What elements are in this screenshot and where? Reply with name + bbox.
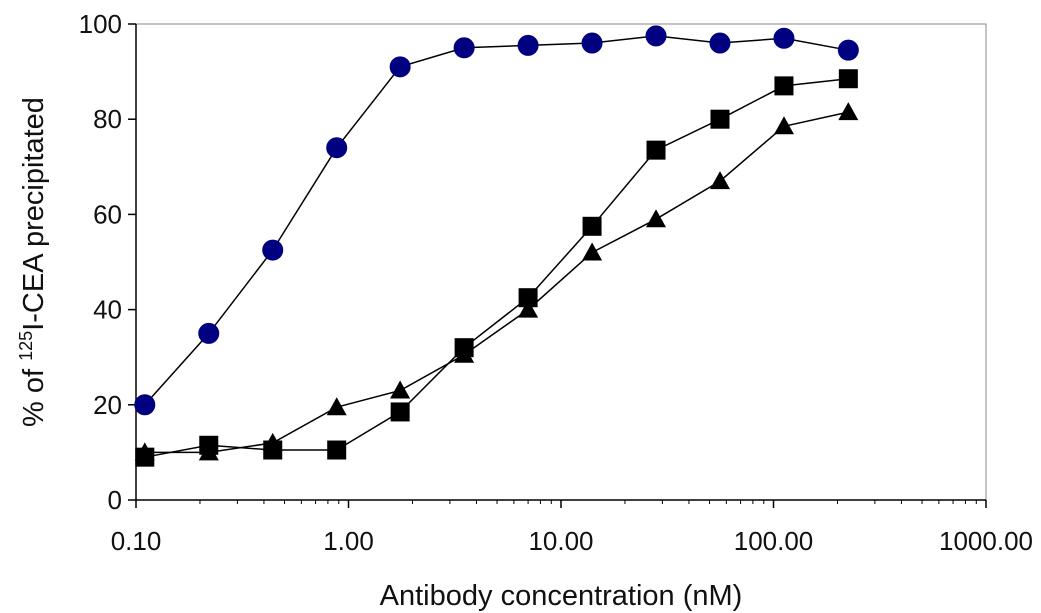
- data-point-square: [646, 140, 666, 160]
- data-point-triangle: [518, 299, 539, 318]
- data-point-triangle: [134, 442, 155, 461]
- data-point-triangle: [454, 344, 475, 363]
- data-point-triangle: [262, 432, 283, 451]
- data-point-circle: [389, 56, 411, 78]
- series-triangle: [134, 102, 859, 461]
- data-point-square: [582, 216, 602, 236]
- y-tick-label: 100: [79, 9, 122, 39]
- data-point-circle: [134, 394, 156, 416]
- data-point-circle: [837, 39, 859, 61]
- data-point-triangle: [646, 209, 666, 228]
- y-axis-title-suffix: I-CEA precipitated: [18, 97, 50, 331]
- data-point-square: [774, 76, 794, 96]
- data-point-circle: [198, 322, 220, 344]
- data-point-circle: [773, 27, 795, 49]
- series-circle: [134, 25, 859, 416]
- data-point-circle: [581, 32, 603, 54]
- data-point-square: [327, 440, 347, 460]
- data-point-triangle: [390, 380, 411, 399]
- data-point-square: [710, 109, 730, 129]
- data-point-triangle: [326, 397, 347, 416]
- y-tick-label: 80: [93, 104, 122, 134]
- x-tick-label: 10.00: [528, 526, 593, 556]
- data-point-circle: [709, 32, 731, 54]
- y-axis-title-superscript: 125: [16, 331, 36, 361]
- x-tick-label: 100.00: [734, 526, 814, 556]
- x-axis-title: Antibody concentration (nM): [380, 580, 743, 612]
- data-point-triangle: [198, 442, 219, 461]
- data-point-triangle: [582, 242, 603, 261]
- x-tick-label: 0.10: [111, 526, 162, 556]
- y-axis-title: % of 125I-CEA precipitated: [16, 97, 50, 427]
- y-tick-label: 60: [93, 199, 122, 229]
- data-point-triangle: [710, 171, 730, 190]
- data-point-circle: [517, 34, 539, 56]
- x-tick-label: 1.00: [323, 526, 374, 556]
- data-point-square: [518, 288, 538, 308]
- data-point-square: [390, 402, 410, 422]
- data-point-circle: [326, 137, 348, 159]
- series-line-circle: [144, 35, 849, 406]
- y-tick-label: 40: [93, 295, 122, 325]
- series-line-triangle: [144, 111, 849, 454]
- axes: 0 20 40 60 80 100 0.10 1.00 10.00 100.00 1000.00: [79, 9, 1033, 556]
- series-layer: [134, 25, 859, 467]
- data-point-circle: [645, 25, 667, 47]
- series-line-square: [144, 77, 849, 458]
- y-tick-label: 20: [93, 390, 122, 420]
- data-point-triangle: [838, 102, 859, 121]
- data-point-circle: [453, 37, 475, 59]
- data-point-circle: [262, 239, 284, 261]
- data-point-square: [838, 69, 858, 89]
- x-tick-label: 1000.00: [939, 526, 1033, 556]
- data-point-triangle: [774, 116, 794, 135]
- y-tick-label: 0: [108, 485, 122, 515]
- y-axis-title-prefix: % of: [18, 361, 50, 427]
